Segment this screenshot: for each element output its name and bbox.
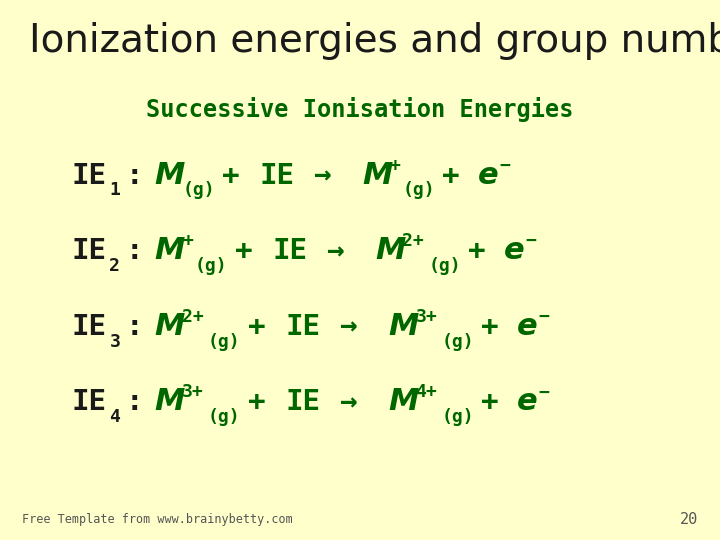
Text: Free Template from www.brainybetty.com: Free Template from www.brainybetty.com	[22, 514, 292, 526]
Text: (g): (g)	[208, 333, 240, 350]
Text: +: +	[222, 161, 239, 190]
Text: +: +	[182, 232, 193, 250]
Text: (g): (g)	[441, 333, 474, 350]
Text: →: →	[326, 237, 343, 265]
Text: M: M	[388, 387, 418, 416]
Text: M: M	[155, 387, 185, 416]
Text: +: +	[481, 388, 498, 416]
Text: :: :	[126, 237, 143, 265]
Text: IE: IE	[272, 237, 307, 265]
Text: (g): (g)	[208, 408, 240, 426]
Text: :: :	[126, 161, 143, 190]
Text: IE: IE	[285, 313, 320, 341]
Text: →: →	[313, 161, 330, 190]
Text: IE: IE	[285, 388, 320, 416]
Text: 2+: 2+	[182, 308, 204, 326]
Text: 20: 20	[680, 511, 698, 526]
Text: −: −	[500, 157, 510, 174]
Text: +: +	[442, 161, 459, 190]
Text: e: e	[478, 160, 499, 190]
Text: M: M	[155, 236, 185, 265]
Text: IE: IE	[72, 237, 107, 265]
Text: +: +	[468, 237, 485, 265]
Text: 2+: 2+	[402, 232, 424, 250]
Text: +: +	[235, 237, 252, 265]
Text: IE: IE	[72, 161, 107, 190]
Text: (g): (g)	[441, 408, 474, 426]
Text: 1: 1	[109, 181, 120, 199]
Text: 4+: 4+	[415, 383, 437, 401]
Text: IE: IE	[259, 161, 294, 190]
Text: −: −	[539, 308, 549, 326]
Text: (g): (g)	[182, 181, 215, 199]
Text: +: +	[481, 313, 498, 341]
Text: e: e	[517, 312, 538, 341]
Text: →: →	[339, 313, 356, 341]
Text: M: M	[375, 236, 405, 265]
Text: e: e	[504, 236, 525, 265]
Text: +: +	[248, 313, 265, 341]
Text: Successive Ionisation Energies: Successive Ionisation Energies	[146, 97, 574, 122]
Text: :: :	[126, 388, 143, 416]
Text: e: e	[517, 387, 538, 416]
Text: M: M	[155, 160, 185, 190]
Text: (g): (g)	[428, 257, 461, 275]
Text: Ionization energies and group numbers: Ionization energies and group numbers	[29, 22, 720, 59]
Text: (g): (g)	[195, 257, 228, 275]
Text: 2: 2	[109, 257, 120, 275]
Text: 3: 3	[109, 333, 120, 350]
Text: M: M	[388, 312, 418, 341]
Text: IE: IE	[72, 313, 107, 341]
Text: +: +	[248, 388, 265, 416]
Text: :: :	[126, 313, 143, 341]
Text: −: −	[539, 383, 549, 401]
Text: M: M	[362, 160, 392, 190]
Text: −: −	[526, 232, 536, 250]
Text: IE: IE	[72, 388, 107, 416]
Text: 4: 4	[109, 408, 120, 426]
Text: 3+: 3+	[415, 308, 437, 326]
Text: →: →	[339, 388, 356, 416]
Text: M: M	[155, 312, 185, 341]
Text: +: +	[390, 157, 400, 174]
Text: 3+: 3+	[182, 383, 204, 401]
Text: (g): (g)	[402, 181, 435, 199]
